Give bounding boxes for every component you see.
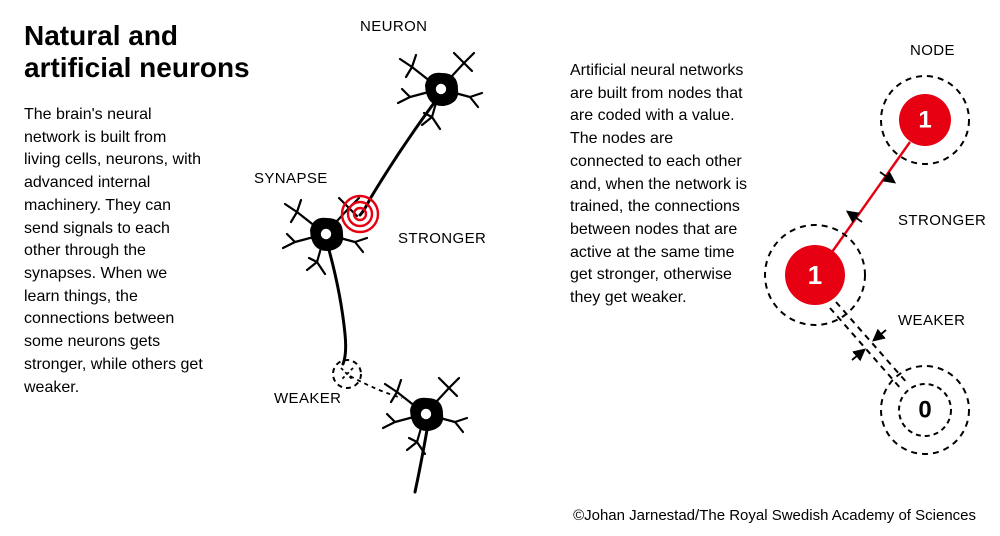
right-description: Artificial neural networks are built fro…: [570, 60, 750, 310]
node-diagram: 1 1 0 NODE STRONGER WEAKER: [760, 40, 990, 460]
stronger-label-net: STRONGER: [898, 212, 986, 229]
left-description: The brain's neural network is built from…: [24, 104, 204, 399]
stronger-label-bio: STRONGER: [398, 230, 486, 247]
node-c-value: 0: [918, 397, 931, 424]
node-a-value: 1: [918, 107, 931, 134]
weaker-label-bio: WEAKER: [274, 390, 341, 407]
neuron-diagram: NEURON SYNAPSE STRONGER WEAKER: [220, 14, 560, 504]
synapse-label: SYNAPSE: [254, 170, 328, 187]
node-label: NODE: [910, 42, 955, 59]
credit-line: ©Johan Jarnestad/The Royal Swedish Acade…: [573, 507, 976, 524]
node-b-value: 1: [808, 260, 822, 290]
neuron-label: NEURON: [360, 18, 427, 35]
weaker-label-net: WEAKER: [898, 312, 965, 329]
